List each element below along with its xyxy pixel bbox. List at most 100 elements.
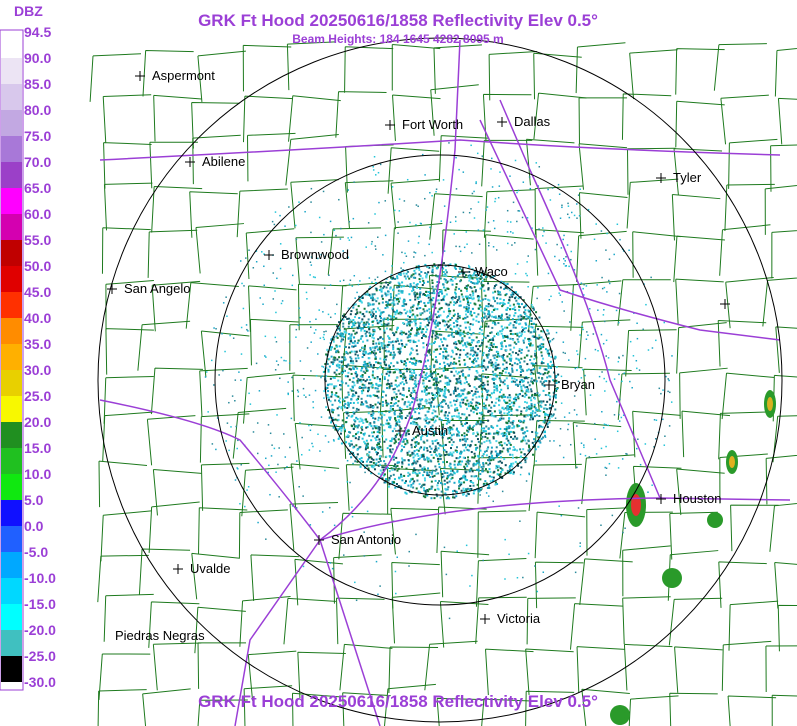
echo <box>445 323 448 326</box>
echo <box>348 283 351 286</box>
echo <box>431 440 434 443</box>
echo <box>515 398 518 401</box>
echo <box>371 405 374 408</box>
echo <box>477 348 480 351</box>
echo <box>403 459 406 462</box>
echo <box>505 361 508 364</box>
echo <box>349 351 352 354</box>
echo <box>521 326 524 329</box>
echo <box>397 339 400 342</box>
echo <box>542 389 545 392</box>
echo <box>417 428 420 431</box>
echo <box>446 420 449 423</box>
echo <box>379 463 382 466</box>
echo <box>416 399 419 402</box>
echo <box>458 363 461 366</box>
echo <box>412 289 415 292</box>
echo <box>449 451 452 454</box>
echo <box>543 372 546 375</box>
echo <box>600 230 603 232</box>
echo <box>323 338 325 341</box>
echo <box>468 326 471 329</box>
echo <box>471 277 474 280</box>
echo <box>531 305 534 308</box>
echo <box>228 449 230 452</box>
echo <box>512 232 514 234</box>
echo <box>448 312 451 315</box>
echo <box>499 460 502 463</box>
echo <box>340 380 343 383</box>
echo <box>379 315 382 318</box>
county-line <box>236 188 288 238</box>
echo <box>504 335 507 338</box>
echo <box>535 362 538 365</box>
echo <box>514 400 517 403</box>
echo <box>291 390 294 392</box>
echo <box>330 391 333 394</box>
county-line <box>575 42 626 94</box>
echo <box>423 376 426 379</box>
echo <box>499 418 502 421</box>
echo <box>533 403 536 406</box>
echo <box>541 377 544 380</box>
county-line <box>297 651 346 699</box>
echo <box>492 354 495 357</box>
echo <box>496 375 499 378</box>
echo <box>226 422 229 424</box>
echo <box>362 370 365 373</box>
echo <box>432 303 435 306</box>
echo <box>373 328 376 331</box>
echo <box>616 400 618 403</box>
echo <box>510 357 513 360</box>
echo <box>424 197 426 200</box>
echo <box>506 427 509 430</box>
echo <box>545 348 548 351</box>
echo <box>413 389 416 392</box>
echo <box>371 240 373 243</box>
echo <box>607 279 610 282</box>
echo <box>385 277 388 280</box>
echo <box>442 319 445 322</box>
echo <box>411 463 414 466</box>
echo <box>353 423 356 426</box>
echo <box>326 363 329 366</box>
echo <box>358 323 361 326</box>
echo <box>463 363 466 366</box>
echo <box>448 310 451 313</box>
echo <box>330 355 333 358</box>
echo <box>322 370 325 373</box>
echo <box>391 437 394 440</box>
echo <box>328 416 331 419</box>
echo <box>283 359 285 362</box>
echo <box>390 451 393 454</box>
echo <box>500 329 503 332</box>
echo <box>354 437 357 440</box>
echo <box>419 312 422 315</box>
county-line <box>250 554 299 601</box>
echo <box>512 293 515 296</box>
county-line <box>679 367 728 419</box>
echo <box>483 307 486 310</box>
echo <box>357 438 360 441</box>
echo <box>524 305 527 308</box>
echo <box>567 428 569 431</box>
echo <box>468 426 471 429</box>
echo <box>379 313 382 316</box>
echo <box>428 407 431 410</box>
echo <box>317 353 319 355</box>
echo <box>472 484 475 487</box>
echo <box>430 447 433 450</box>
echo <box>553 380 556 383</box>
echo <box>492 426 495 429</box>
echo <box>476 364 479 367</box>
echo <box>424 414 427 417</box>
echo <box>671 355 673 357</box>
echo <box>505 430 508 433</box>
echo <box>440 289 443 292</box>
echo <box>504 371 507 374</box>
echo <box>431 418 434 421</box>
echo <box>499 475 502 478</box>
echo <box>314 276 316 279</box>
echo <box>354 365 357 368</box>
echo <box>375 248 377 250</box>
